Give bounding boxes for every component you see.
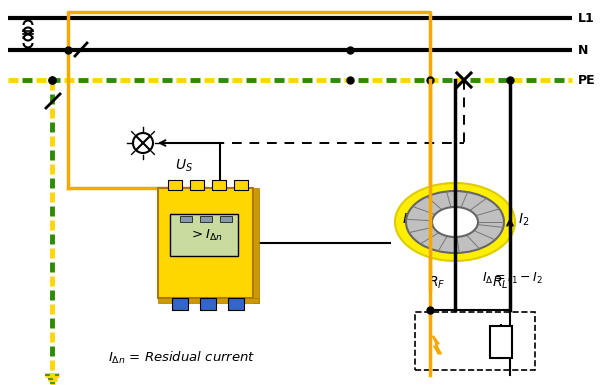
Bar [234, 180, 248, 190]
Text: $> I_{\Delta n}$: $> I_{\Delta n}$ [188, 228, 223, 243]
Bar [253, 188, 259, 303]
Text: $I_\Delta$: $I_\Delta$ [403, 212, 415, 228]
Ellipse shape [395, 183, 515, 261]
Text: N: N [578, 44, 589, 57]
Bar [220, 216, 232, 222]
Text: $U_S$: $U_S$ [175, 158, 193, 174]
Text: $I_{\Delta n}$ = Residual current: $I_{\Delta n}$ = Residual current [108, 350, 256, 366]
Polygon shape [433, 336, 442, 354]
Bar [490, 326, 512, 358]
Bar [190, 180, 204, 190]
Bar [158, 188, 253, 298]
Bar [168, 180, 182, 190]
Bar [228, 298, 244, 310]
Text: L1: L1 [578, 12, 595, 25]
Bar [158, 298, 259, 303]
Bar [200, 298, 216, 310]
Bar [200, 216, 212, 222]
Text: $R_F$: $R_F$ [428, 275, 446, 291]
Text: PE: PE [578, 74, 596, 87]
Ellipse shape [406, 191, 504, 253]
Bar [170, 214, 238, 256]
Bar [172, 298, 188, 310]
Ellipse shape [432, 207, 478, 237]
Bar [180, 216, 192, 222]
Text: $R_L$: $R_L$ [492, 275, 508, 291]
Text: $I_2$: $I_2$ [518, 212, 529, 228]
Bar [212, 180, 226, 190]
Text: $I_1$: $I_1$ [462, 210, 473, 226]
Bar [415, 312, 535, 370]
Text: $I_\Delta = I_1 - I_2$: $I_\Delta = I_1 - I_2$ [482, 270, 542, 286]
